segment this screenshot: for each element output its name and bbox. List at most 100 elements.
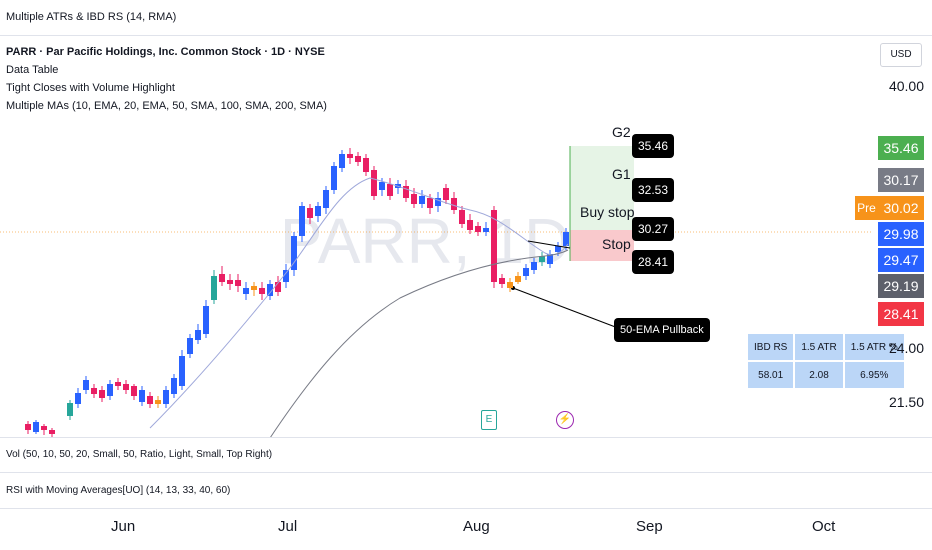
stop-zone xyxy=(570,230,634,261)
candle-body xyxy=(107,384,113,396)
g2-price-label[interactable]: 35.46 xyxy=(632,134,675,158)
candle-body xyxy=(547,254,553,264)
candle-body xyxy=(211,276,217,300)
dividend-icon[interactable]: ⚡ xyxy=(556,411,574,429)
legend-data-table[interactable]: Data Table xyxy=(6,64,59,76)
candle-body xyxy=(379,182,385,190)
candle-body xyxy=(459,210,465,224)
table-cell: 6.95% xyxy=(844,362,904,388)
candle-body xyxy=(435,198,441,206)
volume-pane-separator xyxy=(0,437,932,438)
currency-button[interactable]: USD xyxy=(880,43,922,67)
pullback-note[interactable]: 50-EMA Pullback xyxy=(614,318,710,342)
candle-body xyxy=(155,400,161,404)
candle-body xyxy=(523,268,529,276)
candle-body xyxy=(131,386,137,396)
time-label-oct: Oct xyxy=(812,518,836,535)
g2-label: G2 xyxy=(612,124,631,140)
price-tag-sma: 29.19 xyxy=(878,274,924,298)
candle-body xyxy=(467,220,473,230)
candle-body xyxy=(355,156,361,162)
candle-body xyxy=(179,356,185,386)
candle-body xyxy=(347,154,353,158)
candle-body xyxy=(427,198,433,208)
buy-stop-label: Buy stop xyxy=(580,204,635,220)
candle-body xyxy=(49,430,55,434)
candle-body xyxy=(491,210,497,282)
sma-line xyxy=(269,249,569,438)
candle-body xyxy=(235,280,241,286)
candle-body xyxy=(419,196,425,204)
earnings-icon[interactable]: E xyxy=(481,410,497,430)
price-tick: 40.00 xyxy=(888,78,924,94)
rsi-pane-separator xyxy=(0,472,932,473)
candle-body xyxy=(171,378,177,394)
candles xyxy=(25,148,569,437)
candle-body xyxy=(555,246,561,252)
candle-body xyxy=(139,390,145,402)
candle-body xyxy=(163,390,169,404)
price-chart[interactable]: PARR, 1D xyxy=(0,38,872,438)
candle-body xyxy=(259,288,265,294)
candle-body xyxy=(363,158,369,172)
time-axis-separator xyxy=(0,508,932,509)
volume-pane-label[interactable]: Vol (50, 10, 50, 20, Small, 50, Ratio, L… xyxy=(6,449,273,460)
g1-price-label[interactable]: 32.53 xyxy=(632,178,675,202)
candle-body xyxy=(147,396,153,404)
table-cell: 58.01 xyxy=(748,362,794,388)
time-label-sep: Sep xyxy=(636,518,663,535)
moving-averages xyxy=(149,177,571,438)
stop-price-label[interactable]: 28.41 xyxy=(632,250,675,274)
candle-body xyxy=(371,170,377,196)
candle-body xyxy=(451,198,457,210)
candle-body xyxy=(291,236,297,270)
candle-body xyxy=(563,232,569,246)
price-axis[interactable]: 40.00 24.00 21.50 xyxy=(872,38,932,438)
table-header: 1.5 ATR % xyxy=(844,334,904,360)
candle-body xyxy=(25,424,31,430)
price-tick: 24.00 xyxy=(888,340,924,356)
candle-body xyxy=(91,388,97,394)
candle-body xyxy=(411,194,417,204)
candle-body xyxy=(243,288,249,294)
time-label-aug: Aug xyxy=(463,518,490,535)
candle-body xyxy=(195,330,201,340)
candle-body xyxy=(483,228,489,232)
table-header: IBD RS xyxy=(748,334,794,360)
candle-body xyxy=(203,306,209,334)
candle-body xyxy=(531,262,537,270)
top-indicator-label[interactable]: Multiple ATRs & IBD RS (14, RMA) xyxy=(6,11,177,23)
rsi-pane-label[interactable]: RSI with Moving Averages[UO] (14, 13, 33… xyxy=(6,485,231,496)
candle-body xyxy=(475,226,481,232)
candle-body xyxy=(283,270,289,282)
candle-body xyxy=(323,190,329,208)
candle-body xyxy=(275,282,281,292)
price-tag-prev: 30.17 xyxy=(878,168,924,192)
time-label-jun: Jun xyxy=(111,518,136,535)
candle-body xyxy=(33,422,39,432)
legend-multiple-mas[interactable]: Multiple MAs (10, EMA, 20, EMA, 50, SMA,… xyxy=(6,100,327,112)
candle-body xyxy=(499,278,505,284)
data-table: IBD RS 1.5 ATR 1.5 ATR % 58.01 2.08 6.95… xyxy=(746,332,906,390)
g1-label: G1 xyxy=(612,166,631,182)
candle-body xyxy=(507,282,513,288)
candle-body xyxy=(443,188,449,200)
legend-tight-closes[interactable]: Tight Closes with Volume Highlight xyxy=(6,82,175,94)
stop-label: Stop xyxy=(602,236,631,252)
price-tag-ema: 29.47 xyxy=(878,248,924,272)
candle-body xyxy=(227,280,233,284)
symbol-legend[interactable]: PARR · Par Pacific Holdings, Inc. Common… xyxy=(6,46,325,58)
buy-stop-price-label[interactable]: 30.27 xyxy=(632,217,675,241)
candle-body xyxy=(515,276,521,282)
candle-body xyxy=(115,382,121,386)
candle-body xyxy=(41,426,47,430)
candle-body xyxy=(387,184,393,196)
buy-stop-pointer xyxy=(527,240,571,249)
candle-body xyxy=(331,166,337,190)
table-cell: 2.08 xyxy=(795,362,843,388)
candle-body xyxy=(299,206,305,236)
candle-body xyxy=(67,403,73,416)
premarket-badge: Pre xyxy=(855,196,878,220)
price-tag-g2: 35.46 xyxy=(878,136,924,160)
price-tag-premarket: 30.02 xyxy=(878,196,924,220)
